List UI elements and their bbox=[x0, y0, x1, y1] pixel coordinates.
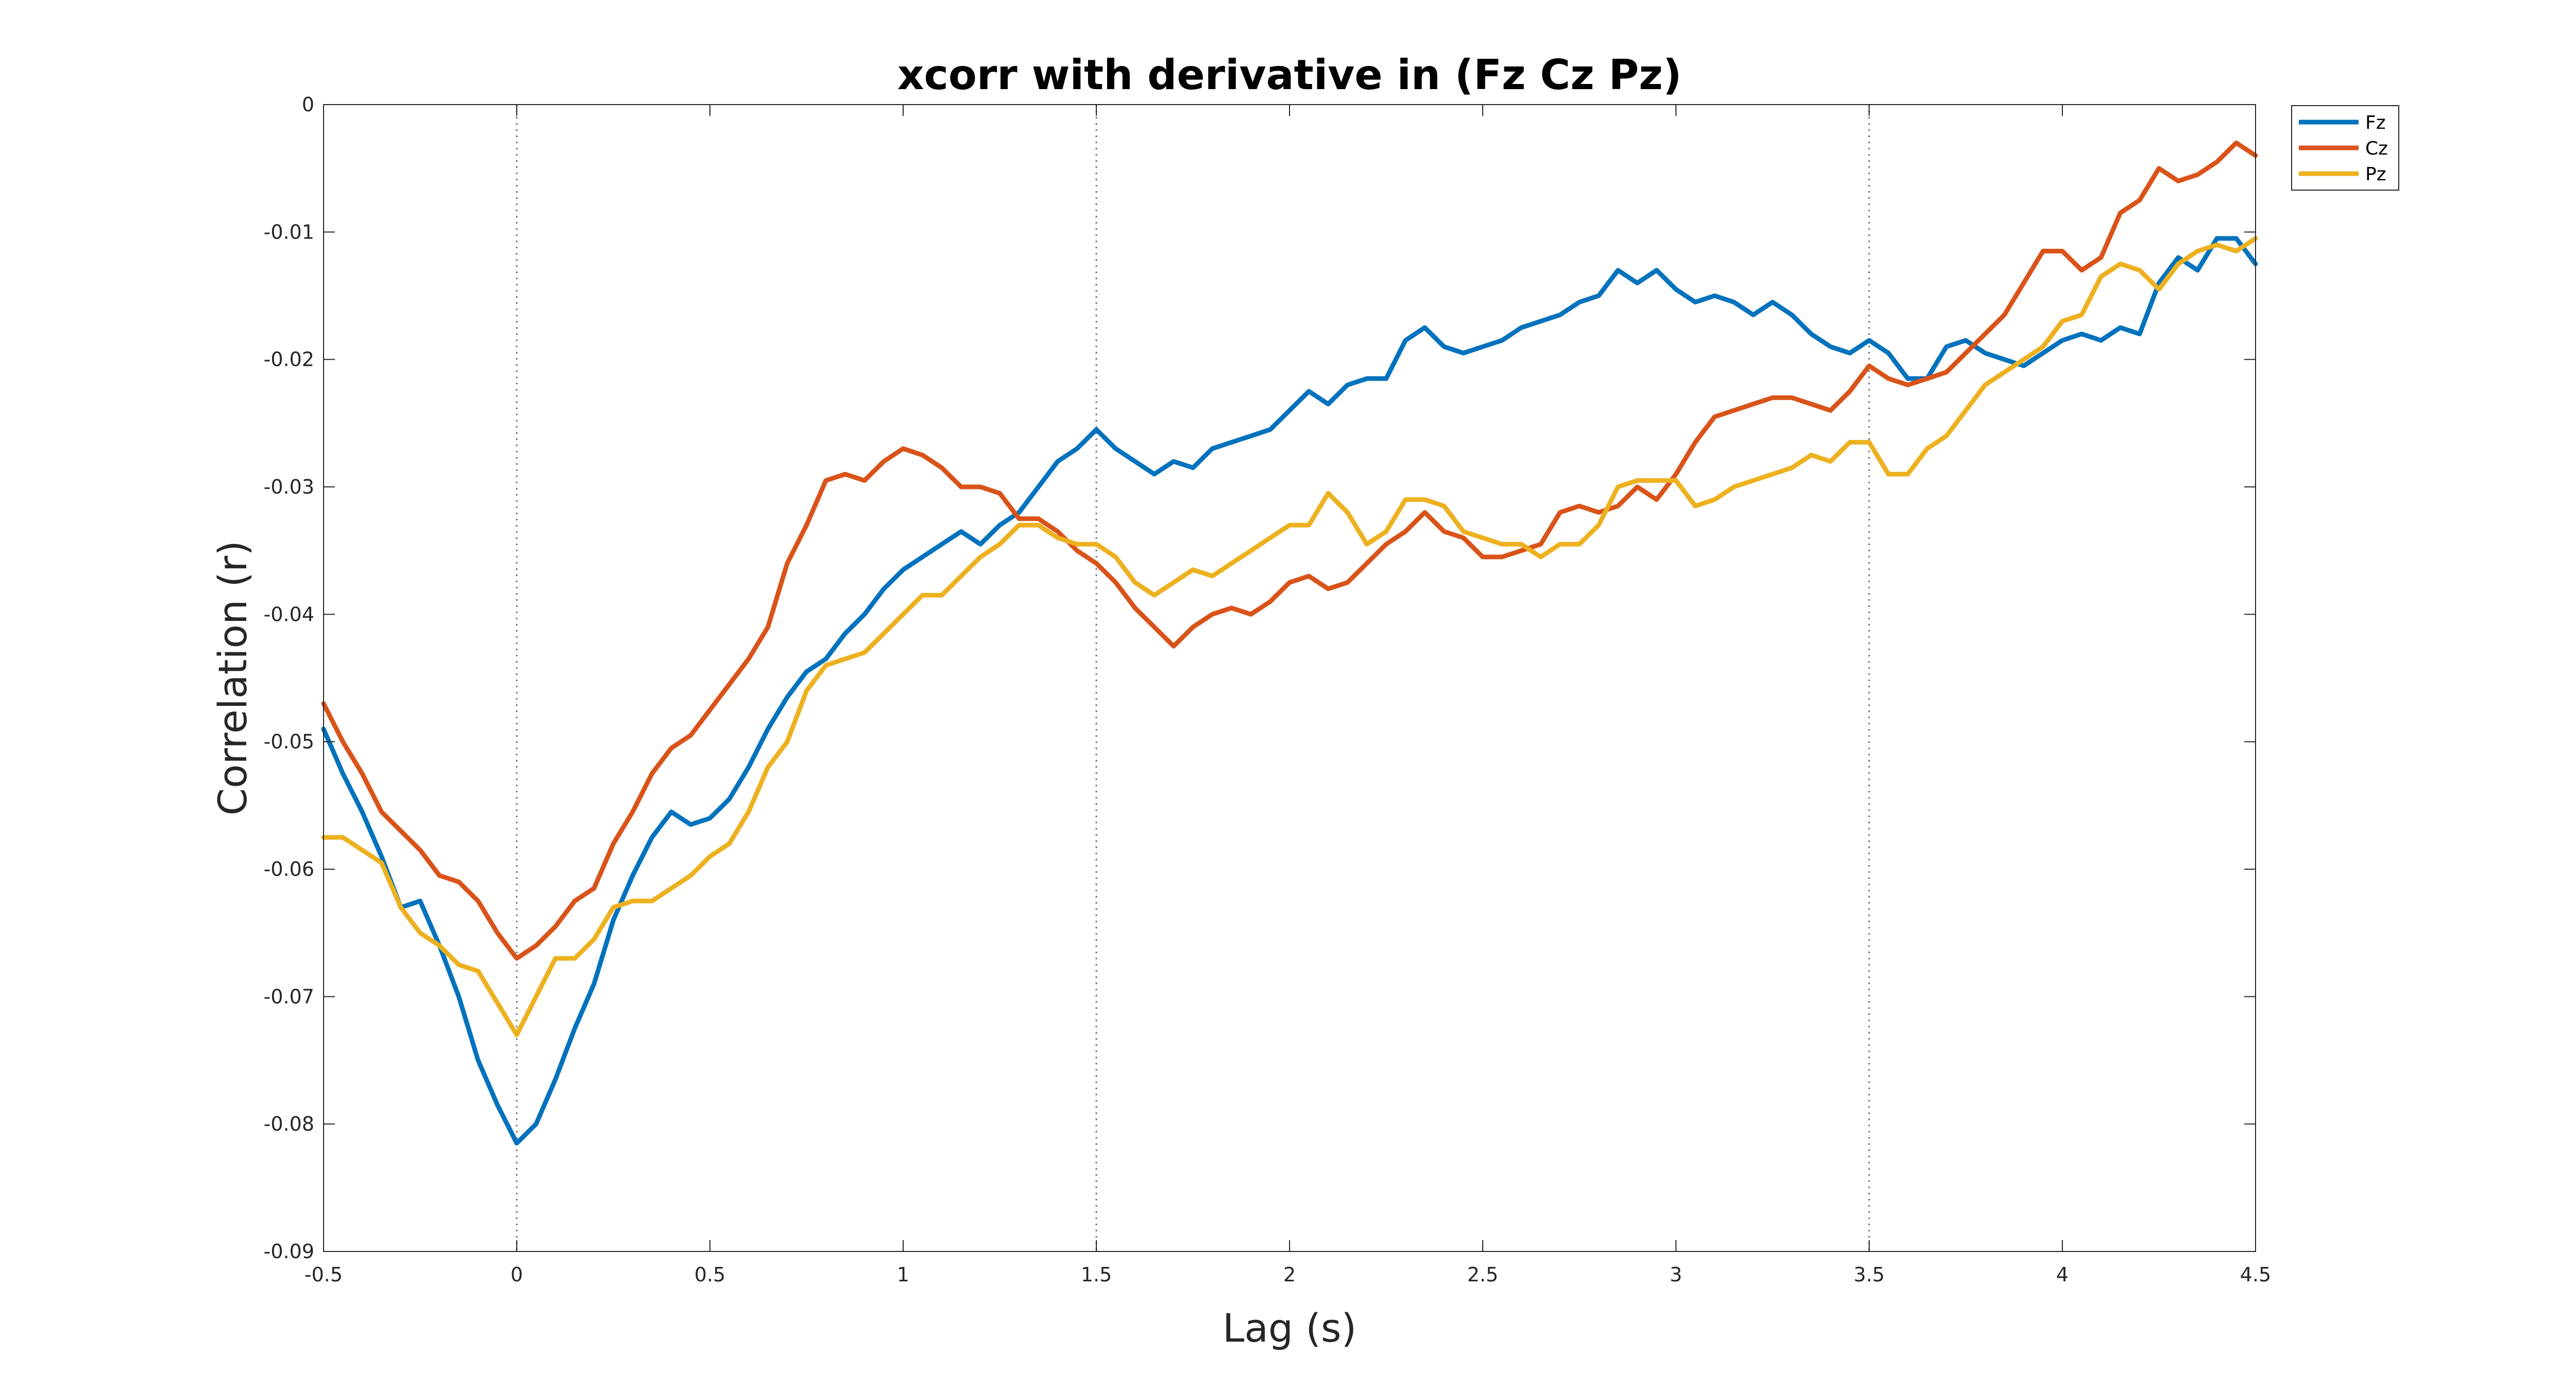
legend-label-fz: Fz bbox=[2365, 112, 2386, 133]
x-tick-label: 1.5 bbox=[1081, 1263, 1112, 1286]
y-tick-label: -0.04 bbox=[264, 603, 314, 625]
x-axis: -0.5 0 0.5 1 1.5 2 2.5 3 3.5 4 4.5 bbox=[304, 105, 2271, 1286]
series-line-cz bbox=[321, 140, 2258, 961]
legend: Fz Cz Pz bbox=[2291, 105, 2399, 191]
y-tick-label: -0.03 bbox=[264, 476, 314, 498]
x-tick-label: 0.5 bbox=[694, 1263, 725, 1286]
y-tick-label: -0.06 bbox=[264, 858, 314, 881]
legend-label-cz: Cz bbox=[2365, 138, 2388, 159]
y-tick-label: -0.05 bbox=[264, 731, 314, 753]
x-tick-label: 0 bbox=[511, 1263, 523, 1286]
series-line-pz bbox=[321, 236, 2258, 1037]
y-tick-label: -0.08 bbox=[264, 1113, 314, 1136]
x-tick-label: 4 bbox=[2056, 1263, 2069, 1286]
y-tick-label: -0.01 bbox=[264, 221, 314, 243]
chart-title: xcorr with derivative in (Fz Cz Pz) bbox=[897, 51, 1682, 99]
x-tick-label: -0.5 bbox=[304, 1263, 343, 1286]
y-tick-label: 0 bbox=[302, 93, 314, 116]
series-line-fz bbox=[321, 236, 2258, 1146]
y-tick-label: -0.09 bbox=[264, 1240, 314, 1263]
legend-label-pz: Pz bbox=[2365, 164, 2386, 185]
y-axis-label: Correlation (r) bbox=[210, 540, 256, 816]
plot-area bbox=[324, 105, 2256, 1251]
x-tick-label: 2 bbox=[1283, 1263, 1296, 1286]
x-tick-label: 1 bbox=[897, 1263, 909, 1286]
x-tick-label: 2.5 bbox=[1467, 1263, 1498, 1286]
x-axis-label: Lag (s) bbox=[1223, 1305, 1357, 1351]
y-axis: 0 -0.01 -0.02 -0.03 -0.04 -0.05 -0.06 -0.07 -0.0… bbox=[264, 93, 2256, 1263]
x-tick-label: 4.5 bbox=[2240, 1263, 2271, 1286]
x-tick-label: 3 bbox=[1670, 1263, 1682, 1286]
y-tick-label: -0.07 bbox=[264, 985, 314, 1008]
series-group bbox=[321, 140, 2258, 1146]
y-tick-label: -0.02 bbox=[264, 348, 314, 371]
x-tick-label: 3.5 bbox=[1854, 1263, 1885, 1286]
